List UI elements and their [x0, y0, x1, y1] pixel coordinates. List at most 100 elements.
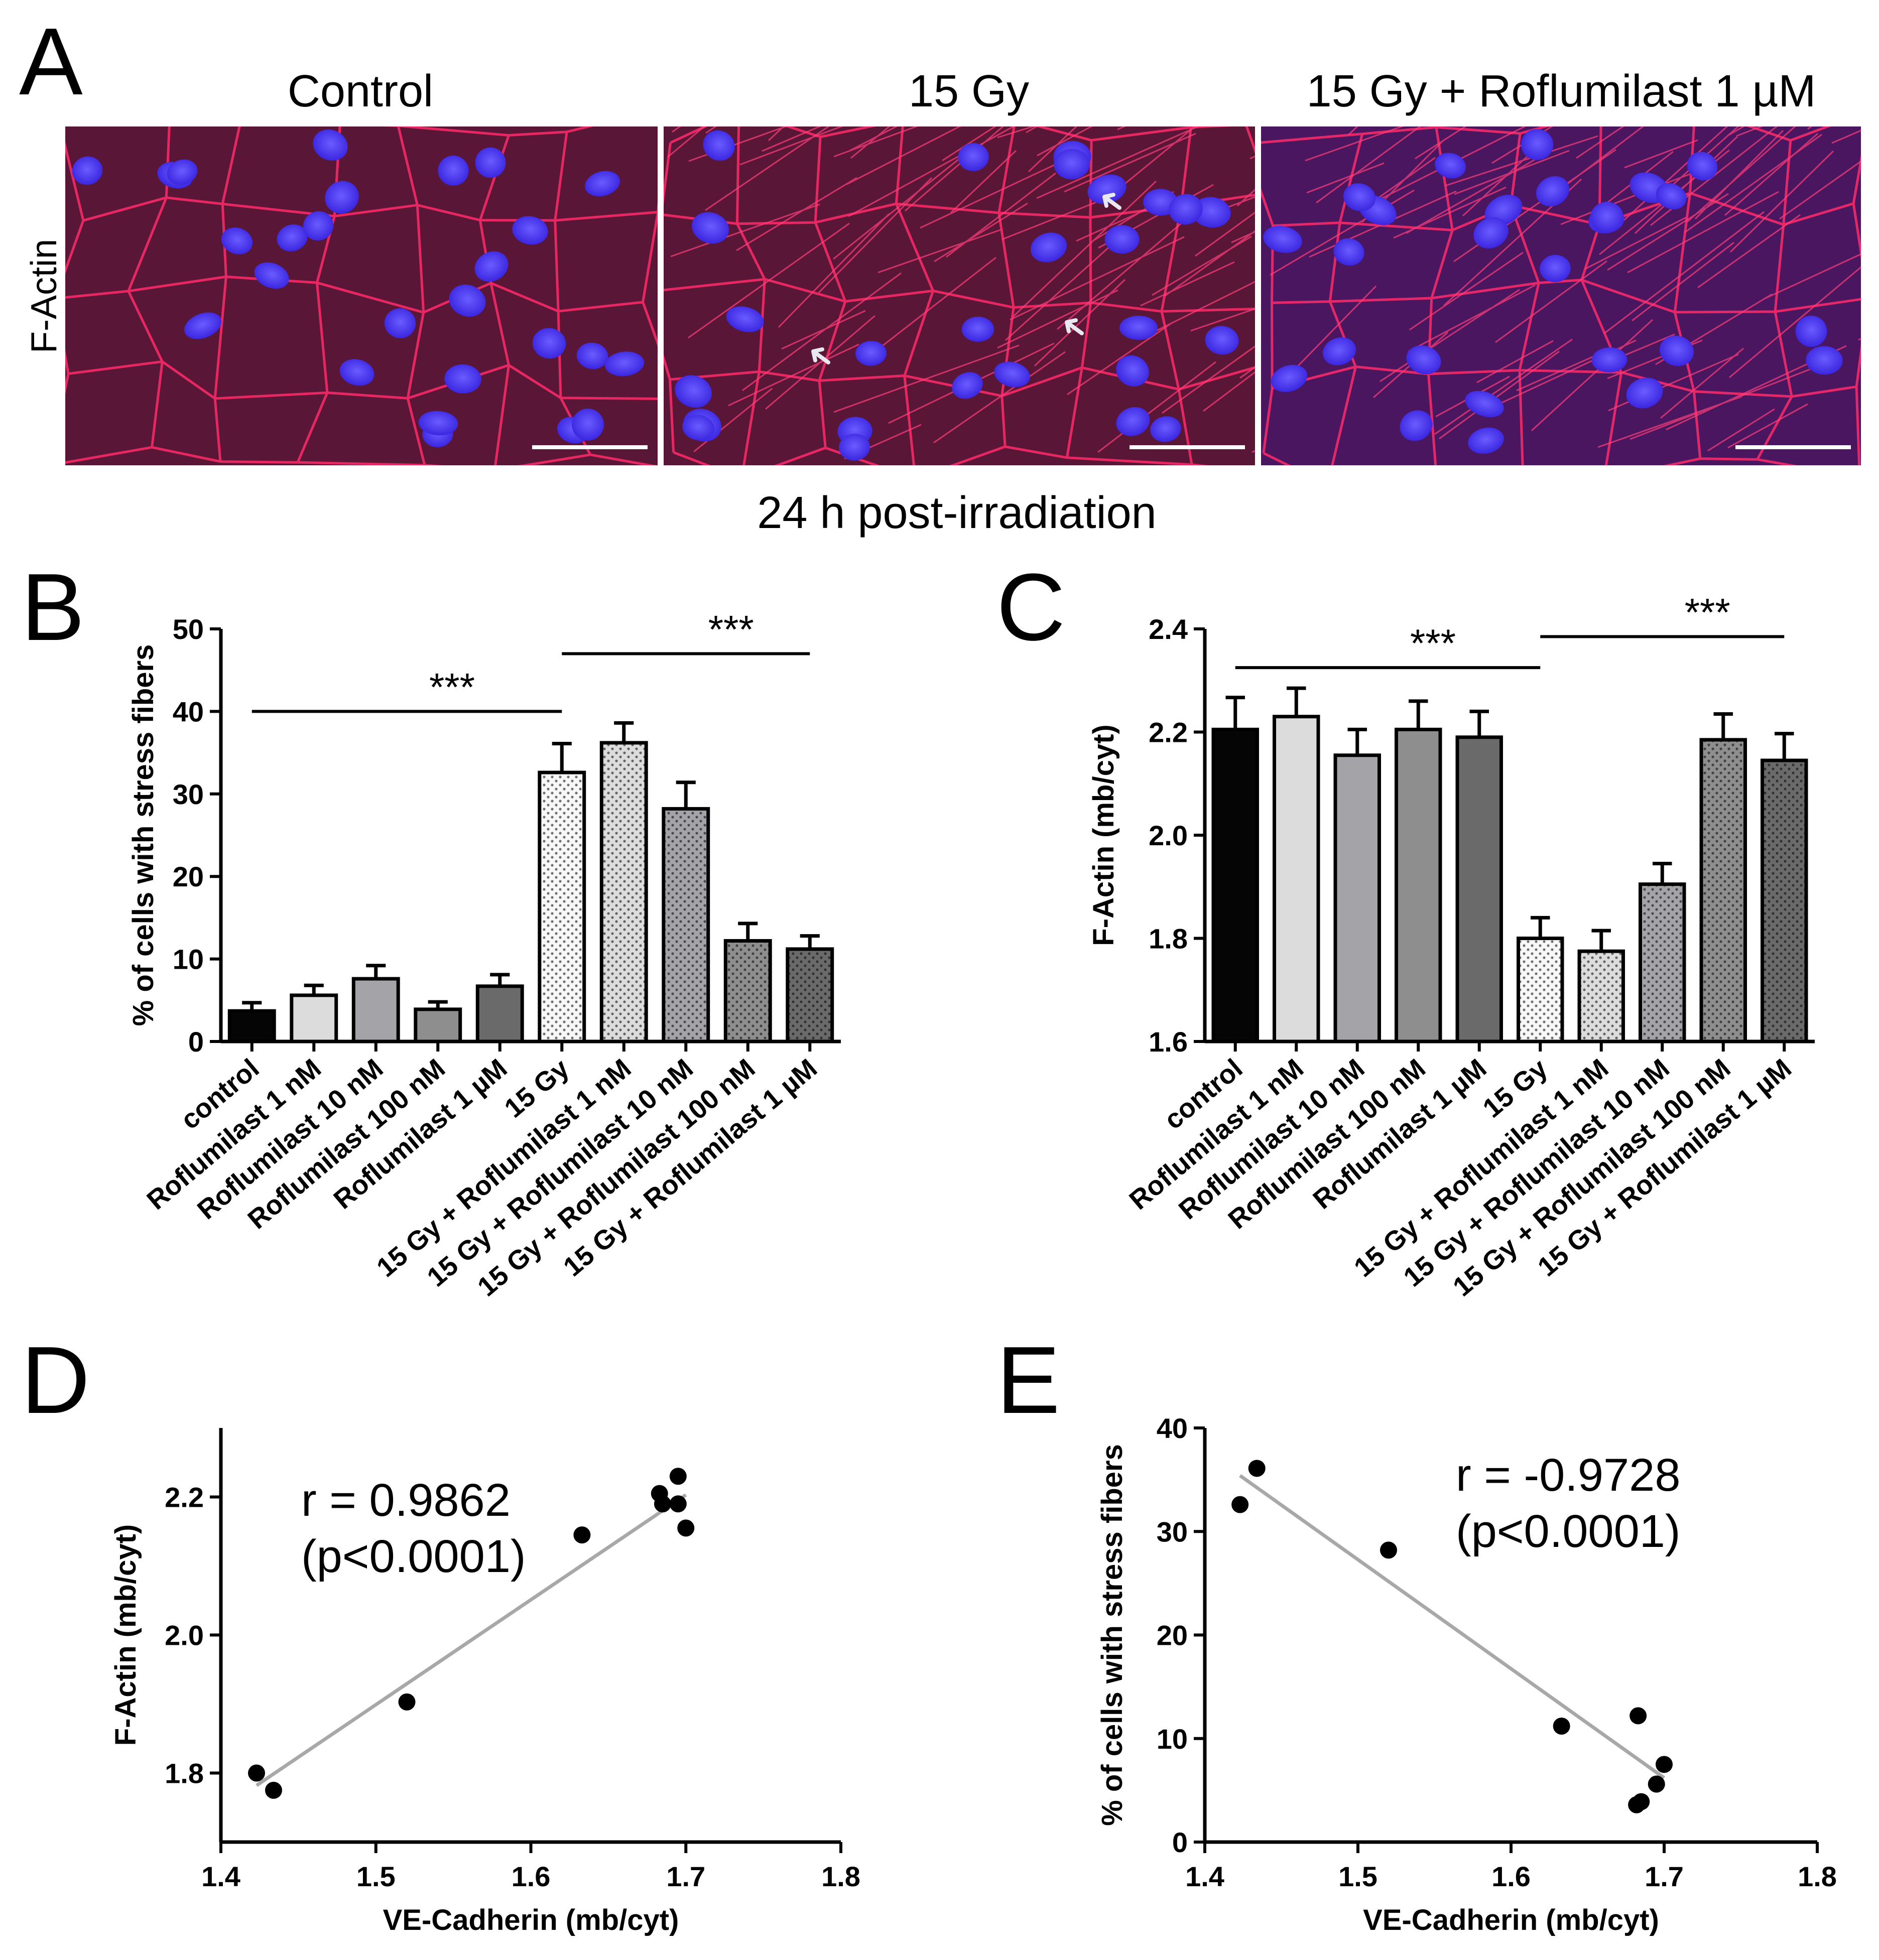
- chart-d-factin-vs-vecadherin: 1.4 1.5 1.6 1.7 1.8 1.8 2.0 2.2 VE-Cadherin (mb/…: [109, 1428, 860, 1936]
- nucleus: [1659, 335, 1694, 366]
- y-tick-label: 1.8: [165, 1758, 204, 1789]
- nucleus: [254, 262, 289, 289]
- nucleus: [839, 434, 870, 461]
- nucleus: [1205, 326, 1239, 355]
- data-point: [669, 1495, 687, 1513]
- nucleus: [277, 224, 308, 251]
- bar: [1455, 735, 1503, 1043]
- micrograph-content: [1261, 126, 1861, 465]
- x-tick-label: 1.8: [1798, 1861, 1837, 1892]
- nucleus: [961, 316, 994, 342]
- panel-letter-e: E: [996, 1327, 1060, 1433]
- bar: [1211, 727, 1259, 1043]
- x-tick-label: 1.4: [201, 1861, 240, 1892]
- nucleus: [1322, 337, 1356, 365]
- bar-dot-pattern: [1701, 739, 1745, 1041]
- y-tick-label: 0: [188, 1026, 204, 1058]
- significance-label: ***: [1410, 621, 1456, 665]
- bar-dot-pattern: [725, 941, 771, 1041]
- nucleus: [1406, 345, 1441, 374]
- nucleus: [1590, 202, 1623, 233]
- y-tick-label: 2.2: [165, 1482, 204, 1513]
- y-tick-label: 2.4: [1149, 613, 1188, 645]
- nucleus: [1465, 390, 1504, 418]
- y-tick-label: 20: [173, 861, 204, 892]
- data-point: [265, 1781, 282, 1799]
- arrow-icon: [811, 347, 830, 364]
- nucleus: [1656, 183, 1687, 210]
- data-point: [669, 1468, 687, 1485]
- nucleus: [952, 372, 983, 399]
- nucleus: [444, 364, 481, 394]
- data-point: [398, 1693, 416, 1711]
- nucleus: [512, 216, 548, 245]
- micrograph-title-15gy-roflumilast: 15 Gy + Roflumilast 1 µM: [1307, 66, 1816, 116]
- bar: [1273, 715, 1320, 1043]
- nucleus: [994, 361, 1030, 387]
- nucleus: [1468, 427, 1504, 454]
- chart-e-stressfibers-vs-vecadherin: 1.4 1.5 1.6 1.7 1.8 0 10 20 30 40 VE-Cadherin (mb/…: [1096, 1412, 1837, 1936]
- nucleus: [604, 351, 645, 376]
- nucleus: [418, 411, 458, 436]
- micrograph-0: [65, 126, 658, 465]
- cell-borders: [1261, 126, 1861, 465]
- micrograph-caption: 24 h post-irradiation: [757, 488, 1156, 538]
- nucleus: [167, 159, 198, 185]
- y-tick-label: 0: [1172, 1826, 1188, 1858]
- nucleus: [1343, 183, 1376, 211]
- nucleus: [184, 312, 221, 339]
- correlation-annotation: r = 0.9862: [301, 1475, 511, 1526]
- nucleus: [1030, 232, 1067, 263]
- data-point: [1648, 1775, 1665, 1793]
- nucleus: [703, 130, 735, 161]
- nucleus: [1169, 194, 1203, 225]
- bar-dot-pattern: [787, 949, 832, 1041]
- x-axis-label: VE-Cadherin (mb/cyt): [383, 1904, 679, 1936]
- micrograph-title-control: Control: [288, 66, 433, 116]
- nucleus: [1119, 315, 1158, 340]
- bar-dot-pattern: [539, 772, 584, 1041]
- data-point: [1553, 1718, 1570, 1735]
- nucleus: [1473, 217, 1509, 249]
- nucleus: [313, 129, 348, 161]
- x-tick-label: 1.8: [821, 1861, 860, 1892]
- nucleus: [72, 156, 103, 185]
- panel-letter-a: A: [19, 9, 83, 115]
- y-tick-label: 2.2: [1149, 717, 1188, 748]
- data-point: [1248, 1460, 1266, 1477]
- bar: [351, 977, 400, 1043]
- nucleus: [1054, 149, 1090, 180]
- bar-dot-pattern: [1640, 884, 1684, 1041]
- data-point: [677, 1519, 695, 1537]
- nucleus: [682, 415, 714, 441]
- nucleus: [1333, 238, 1364, 266]
- stress-fibers: [667, 126, 1255, 460]
- y-tick-label: 10: [173, 944, 204, 975]
- nucleus: [1536, 176, 1570, 206]
- bar: [414, 1007, 462, 1043]
- nucleus: [474, 251, 509, 282]
- micrograph-1: [664, 126, 1255, 465]
- nucleus: [1087, 174, 1126, 204]
- significance-label: ***: [1685, 590, 1730, 634]
- nucleus: [585, 171, 620, 197]
- significance-label: ***: [708, 607, 754, 651]
- correlation-annotation: (p<0.0001): [301, 1531, 526, 1582]
- y-axis-label: % of cells with stress fibers: [127, 644, 160, 1026]
- arrow-icon: [1102, 193, 1121, 210]
- fit-line: [1239, 1474, 1666, 1779]
- nucleus: [221, 227, 253, 254]
- bar-dot-pattern: [601, 742, 647, 1041]
- data-point: [248, 1764, 266, 1782]
- nucleus: [1116, 407, 1150, 436]
- data-point: [1628, 1796, 1646, 1813]
- data-point: [1231, 1496, 1249, 1513]
- x-axis-label: VE-Cadherin (mb/cyt): [1363, 1904, 1659, 1936]
- y-tick-label: 2.0: [1149, 820, 1188, 851]
- bar: [1395, 727, 1442, 1043]
- nucleus: [1540, 254, 1571, 283]
- nucleus: [1591, 347, 1627, 372]
- data-point: [1380, 1541, 1397, 1559]
- correlation-annotation: r = -0.9728: [1456, 1450, 1681, 1501]
